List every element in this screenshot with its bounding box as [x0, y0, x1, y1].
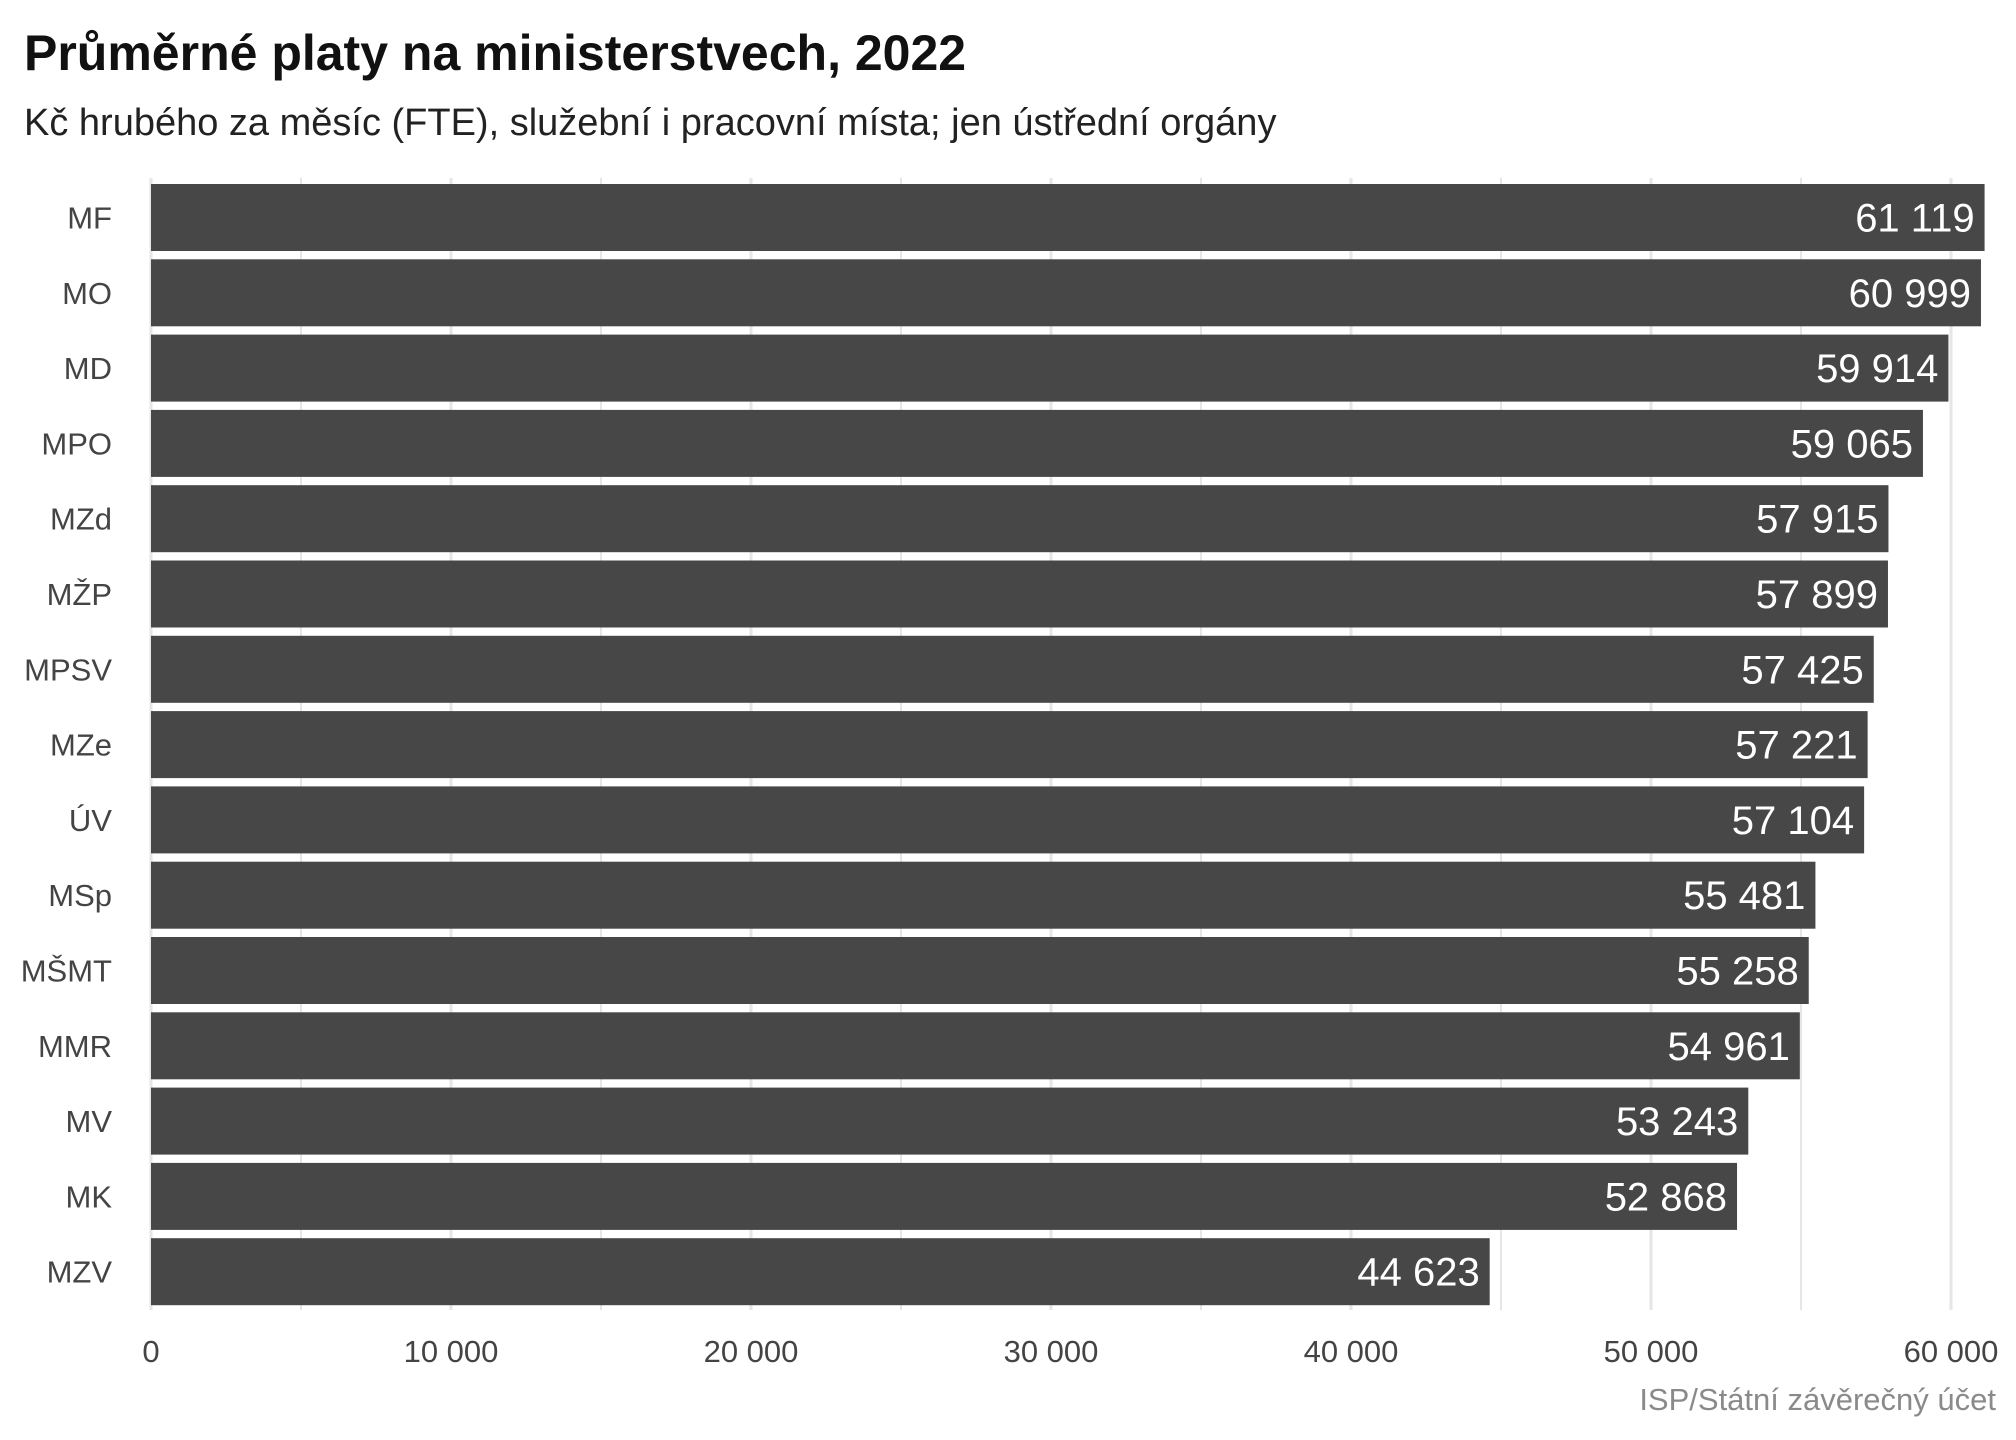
bar-value-label: 57 425: [1741, 648, 1863, 692]
bars: [151, 184, 1985, 1306]
bar-MŽP: [151, 560, 1888, 628]
bar-value-label: 61 119: [1855, 197, 1974, 241]
bar-value-label: 55 258: [1676, 950, 1798, 994]
y-tick-label: MV: [66, 1104, 113, 1139]
bar-value-label: 57 221: [1735, 724, 1857, 768]
bar-value-label: 55 481: [1683, 874, 1805, 918]
y-tick-label: ÚV: [69, 803, 112, 838]
bar-MPO: [151, 409, 1923, 477]
bar-value-label: 59 914: [1816, 347, 1938, 391]
x-tick-label: 10 000: [404, 1334, 499, 1369]
bar-MPSV: [151, 635, 1874, 703]
x-tick-label: 30 000: [1004, 1334, 1099, 1369]
x-tick-label: 40 000: [1304, 1334, 1399, 1369]
bar-MZe: [151, 711, 1868, 779]
bar-value-label: 57 899: [1756, 573, 1878, 617]
y-axis-labels: MF MO MD MPO MZd MŽP MPSV MZe ÚV MSp MŠMT MMR MV MK MZ…: [21, 201, 113, 1290]
bar-value-label: 57 104: [1732, 799, 1854, 843]
y-tick-label: MZd: [50, 502, 112, 537]
bar-value-label: 54 961: [1667, 1025, 1789, 1069]
bar-MZV: [151, 1238, 1490, 1306]
y-tick-label: MPSV: [24, 652, 112, 687]
bar-MK: [151, 1162, 1738, 1230]
chart-subtitle: Kč hrubého za měsíc (FTE), služební i pr…: [24, 102, 1277, 144]
chart-title: Průměrné platy na ministerstvech, 2022: [24, 25, 967, 81]
y-tick-label: MZV: [47, 1255, 113, 1290]
bar-value-label: 53 243: [1616, 1100, 1738, 1144]
bar-MZd: [151, 485, 1889, 553]
y-tick-label: MSp: [48, 878, 112, 913]
x-tick-label: 20 000: [704, 1334, 799, 1369]
y-tick-label: MŠMT: [21, 954, 112, 989]
y-tick-label: MPO: [41, 426, 112, 461]
x-axis-labels: 0 10 000 20 000 30 000 40 000 50 000 60 000: [142, 1334, 1998, 1369]
x-tick-label: 50 000: [1604, 1334, 1699, 1369]
bar-value-label: 57 915: [1756, 498, 1878, 542]
bar-MSp: [151, 861, 1816, 929]
bar-value-label: 60 999: [1849, 272, 1971, 316]
bar-MD: [151, 334, 1949, 402]
bar-ÚV: [151, 786, 1865, 854]
bar-MŠMT: [151, 937, 1809, 1004]
y-tick-label: MO: [62, 276, 112, 311]
y-tick-label: MŽP: [47, 577, 112, 612]
bar-MF: [151, 184, 1985, 251]
bar-MMR: [151, 1012, 1800, 1080]
bar-value-label: 44 623: [1357, 1251, 1479, 1295]
bar-MO: [151, 259, 1981, 327]
x-tick-label: 0: [142, 1334, 159, 1369]
bar-value-label: 52 868: [1605, 1175, 1727, 1219]
source-note: ISP/Státní závěrečný účet: [1639, 1382, 1996, 1417]
y-tick-label: MK: [66, 1179, 113, 1214]
y-tick-label: MD: [64, 351, 112, 386]
y-tick-label: MMR: [38, 1029, 112, 1064]
y-tick-label: MZe: [50, 728, 112, 763]
bar-MV: [151, 1087, 1749, 1155]
bar-value-labels: 61 119 60 999 59 914 59 065 57 915 57 899 57 4…: [1357, 197, 1974, 1295]
y-tick-label: MF: [67, 201, 112, 236]
x-tick-label: 60 000: [1904, 1334, 1999, 1369]
bar-value-label: 59 065: [1791, 422, 1913, 466]
